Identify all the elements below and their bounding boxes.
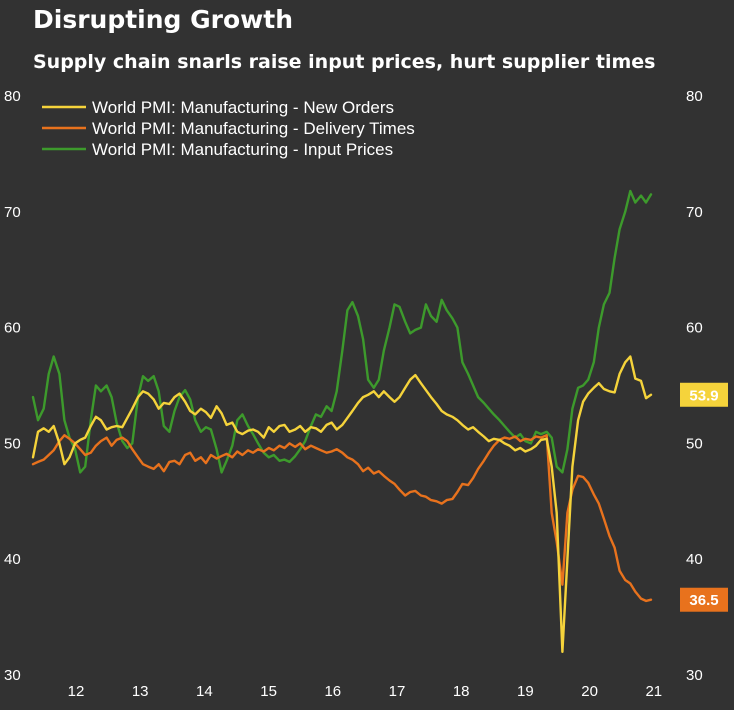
chart-subtitle: Supply chain snarls raise input prices, … (33, 51, 655, 73)
y-tick-label-left: 50 (4, 435, 21, 452)
y-tick-label-left: 60 (4, 320, 21, 337)
series-line-delivery-times (31, 434, 653, 603)
legend-label-input-prices: World PMI: Manufacturing - Input Prices (92, 140, 393, 159)
y-tick-label-right: 40 (686, 551, 703, 568)
y-tick-label-left: 30 (4, 667, 21, 684)
x-axis: 12 13 14 15 16 17 18 19 20 21 (68, 683, 662, 700)
legend-label-new-orders: World PMI: Manufacturing - New Orders (92, 98, 394, 117)
series-line-new-orders (31, 355, 653, 653)
y-tick-label-left: 80 (4, 88, 21, 105)
x-tick-label: 20 (581, 683, 598, 700)
y-axis-left: 30 40 50 60 70 80 (4, 88, 21, 684)
x-tick-label: 12 (68, 683, 85, 700)
y-tick-label-right: 50 (686, 435, 703, 452)
end-badge-label-delivery-times: 36.5 (689, 592, 718, 609)
y-tick-label-left: 40 (4, 551, 21, 568)
x-tick-label: 14 (196, 683, 213, 700)
x-tick-label: 17 (389, 683, 406, 700)
end-badge-new-orders (680, 382, 728, 407)
x-tick-label: 13 (132, 683, 149, 700)
legend-label-delivery-times: World PMI: Manufacturing - Delivery Time… (92, 119, 415, 138)
y-axis-right: 30 40 50 60 70 80 (686, 88, 703, 684)
end-badge-label-new-orders: 53.9 (689, 387, 718, 404)
y-tick-label-right: 80 (686, 88, 703, 105)
end-value-badges: 53.9 36.5 (680, 382, 728, 612)
x-tick-label: 16 (324, 683, 341, 700)
y-tick-label-right: 60 (686, 320, 703, 337)
chart-title: Disrupting Growth (33, 5, 293, 34)
x-tick-label: 15 (260, 683, 277, 700)
y-tick-label-left: 70 (4, 204, 21, 221)
x-tick-label: 19 (517, 683, 534, 700)
end-badge-delivery-times (680, 587, 728, 612)
legend: World PMI: Manufacturing - New Orders Wor… (42, 98, 415, 159)
y-tick-label-right: 30 (686, 667, 703, 684)
series-line-input-prices (31, 189, 653, 474)
plot-area (31, 189, 653, 653)
x-tick-label: 18 (453, 683, 470, 700)
x-tick-label: 21 (645, 683, 662, 700)
y-tick-label-right: 70 (686, 204, 703, 221)
